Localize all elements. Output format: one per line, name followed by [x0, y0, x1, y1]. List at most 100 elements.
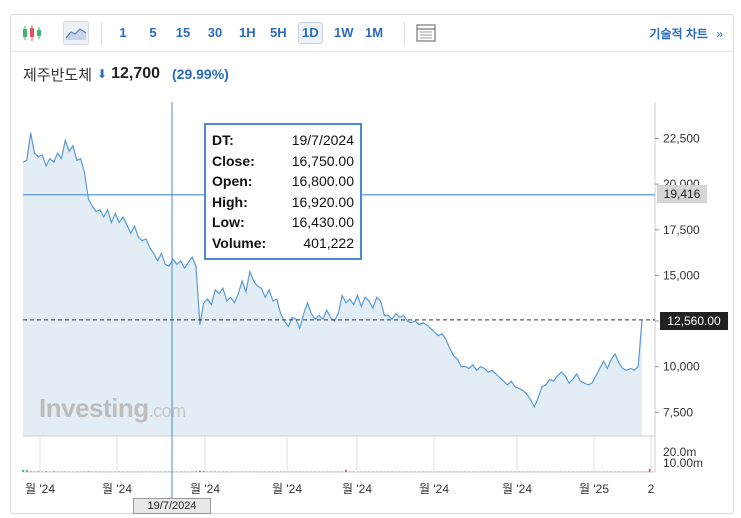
x-tick-label: 월 '24 — [419, 482, 449, 496]
volume-bar — [95, 471, 97, 473]
volume-bar — [41, 471, 44, 472]
volume-bar — [83, 471, 86, 472]
volume-bar — [560, 471, 563, 473]
interval-1w[interactable]: 1W — [334, 25, 354, 40]
volume-bar — [483, 471, 486, 473]
y-tick-label: 15,000 — [663, 268, 700, 282]
volume-bar — [141, 471, 144, 473]
double-chevron-right-icon: » — [716, 27, 723, 41]
tooltip-row-open: Open: 16,800.00 — [212, 171, 354, 192]
interval-5h[interactable]: 5H — [270, 25, 287, 40]
toolbar-divider — [101, 22, 102, 44]
crosshair-price-label: 19,416 — [657, 185, 707, 203]
volume-bar — [49, 471, 51, 473]
volume-bar — [214, 471, 217, 472]
interval-1m[interactable]: 1M — [365, 25, 384, 40]
investing-watermark-logo: Investing.com — [39, 393, 186, 424]
volume-bar — [160, 471, 163, 473]
interval-1[interactable]: 1 — [119, 25, 127, 40]
volume-bar — [552, 471, 555, 473]
technical-chart-link[interactable]: 기술적 차트 » — [649, 25, 723, 42]
volume-bar — [518, 471, 520, 473]
volume-bar — [260, 471, 263, 473]
volume-bar — [199, 470, 201, 472]
volume-bar — [125, 471, 128, 473]
tooltip-value: 16,430.00 — [291, 214, 354, 231]
watermark-suffix: .com — [148, 401, 187, 421]
interval-1d[interactable]: 1D — [298, 22, 323, 44]
volume-bar — [591, 471, 593, 473]
volume-bar — [264, 471, 267, 473]
volume-bar — [475, 471, 478, 473]
volume-bar — [479, 471, 482, 473]
volume-bar — [364, 471, 367, 473]
volume-bar — [33, 471, 36, 472]
volume-bar — [222, 471, 224, 473]
volume-bar — [571, 471, 574, 473]
volume-bar — [452, 471, 455, 473]
interval-30[interactable]: 30 — [207, 25, 223, 40]
volume-bar — [183, 471, 186, 473]
volume-bar — [233, 471, 236, 473]
volume-bar — [502, 471, 505, 473]
volume-bar — [52, 471, 55, 472]
volume-bar — [56, 471, 59, 473]
volume-bar — [79, 471, 82, 473]
x-tick-label: 2 — [648, 482, 655, 496]
volume-bar — [406, 471, 409, 473]
volume-bar — [229, 471, 232, 473]
volume-tick-label: 20.0m — [663, 445, 696, 459]
tooltip-key: High: — [212, 193, 248, 210]
volume-bar — [568, 471, 570, 473]
x-tick-label: 월 '24 — [102, 482, 132, 496]
interval-1h[interactable]: 1H — [239, 25, 256, 40]
volume-bar — [191, 471, 194, 472]
volume-bar — [168, 471, 170, 472]
volume-bar — [510, 471, 513, 473]
volume-bar — [425, 471, 428, 473]
volume-bar — [610, 471, 613, 473]
chart-toolbar: 1 5 15 30 1H 5H 1D 1W 1M 기술적 차트 » — [11, 15, 733, 52]
volume-bar — [164, 471, 167, 472]
volume-bar — [322, 471, 324, 473]
volume-bar — [414, 471, 417, 473]
volume-bar — [402, 471, 405, 473]
area-chart-icon[interactable] — [63, 21, 89, 45]
volume-bar — [375, 471, 378, 473]
tooltip-key: Volume: — [212, 234, 267, 251]
volume-bar — [410, 471, 413, 473]
volume-bar — [152, 471, 155, 473]
interval-5[interactable]: 5 — [149, 25, 157, 40]
tooltip-key: Close: — [212, 152, 255, 169]
tooltip-value: 16,750.00 — [291, 152, 354, 169]
volume-bar — [456, 471, 459, 473]
volume-bar — [256, 471, 259, 473]
volume-bar — [283, 471, 286, 472]
x-tick-label: 월 '24 — [25, 482, 55, 496]
data-table-icon[interactable] — [413, 21, 439, 45]
candlestick-icon[interactable] — [19, 21, 45, 45]
tooltip-row-close: Close: 16,750.00 — [212, 151, 354, 172]
volume-bar — [245, 471, 247, 473]
tooltip-key: Open: — [212, 173, 253, 190]
volume-bar — [614, 471, 616, 473]
volume-bar — [275, 471, 278, 473]
volume-bar — [625, 471, 628, 473]
volume-bar — [272, 471, 274, 473]
volume-bar — [206, 471, 209, 472]
volume-bar — [302, 471, 305, 473]
volume-bar — [25, 469, 28, 472]
volume-bar — [487, 471, 490, 473]
volume-bar — [448, 471, 451, 473]
last-price: 12,700 — [111, 65, 161, 82]
volume-bar — [548, 471, 551, 473]
volume-bar — [333, 471, 336, 473]
interval-15[interactable]: 15 — [175, 25, 191, 40]
volume-bar — [268, 471, 270, 473]
volume-bar — [368, 471, 370, 473]
volume-bar — [72, 471, 74, 473]
tooltip-row-low: Low: 16,430.00 — [212, 212, 354, 233]
volume-bar — [106, 471, 109, 473]
volume-bar — [110, 471, 113, 473]
